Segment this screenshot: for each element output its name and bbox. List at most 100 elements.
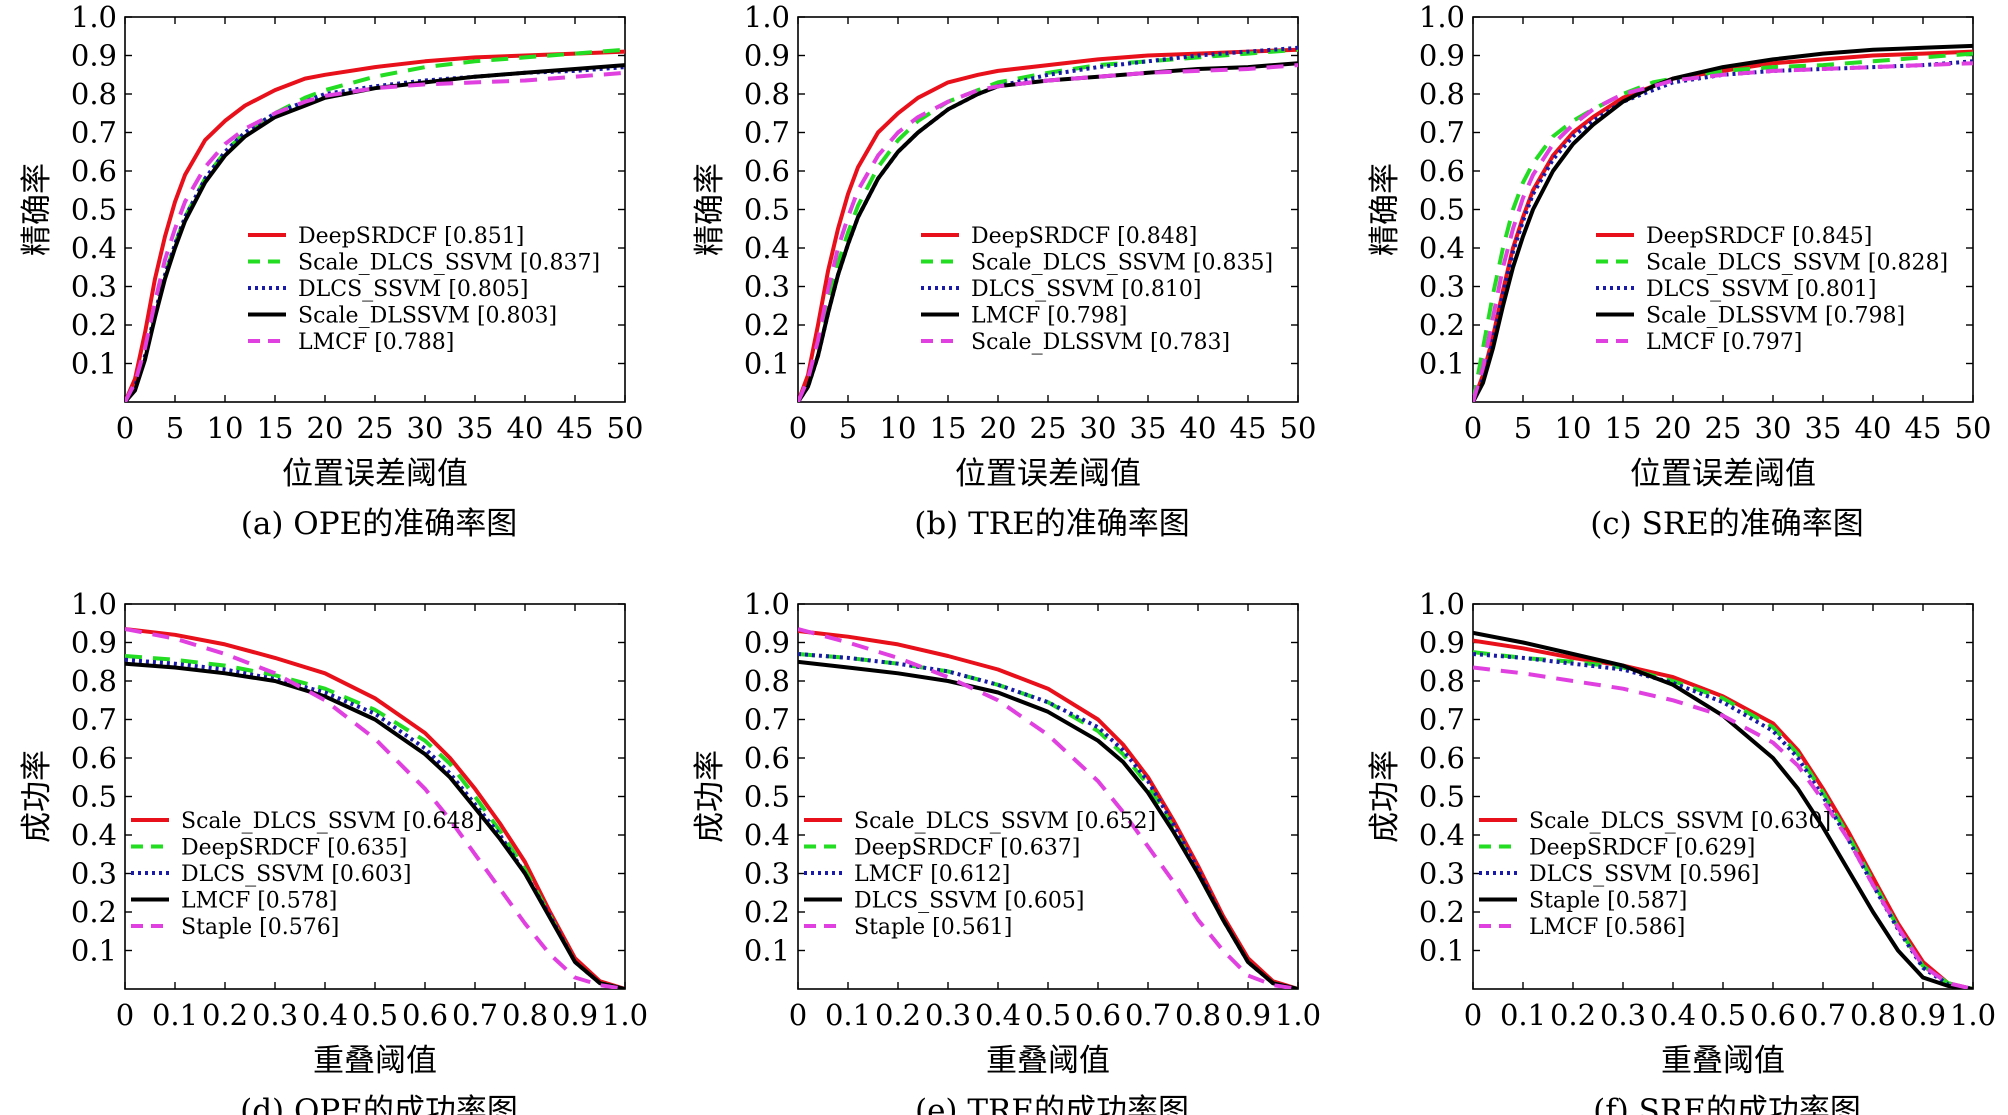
y-tick-label: 0.5 (744, 193, 790, 227)
y-tick-label: 0.8 (1419, 664, 1465, 698)
y-axis-label: 精确率 (692, 163, 728, 256)
y-axis-label: 成功率 (1367, 750, 1403, 843)
x-tick-label: 0.9 (1225, 998, 1271, 1032)
series-line (1473, 652, 1973, 989)
y-tick-label: 0.9 (744, 39, 790, 73)
y-tick-label: 0.3 (744, 857, 790, 891)
y-tick-label: 0.4 (744, 231, 790, 265)
legend-entry: Scale_DLCS_SSVM [0.630] (1529, 809, 1831, 834)
y-tick-label: 0.1 (71, 934, 117, 968)
y-tick-label: 0.7 (71, 703, 117, 737)
x-tick-label: 0 (116, 998, 134, 1032)
x-tick-label: 20 (1655, 411, 1692, 445)
legend: DeepSRDCF [0.848]Scale_DLCS_SSVM [0.835]… (921, 224, 1273, 355)
y-axis-label: 精确率 (19, 163, 55, 256)
x-tick-label: 0.9 (1900, 998, 1946, 1032)
x-tick-label: 0.7 (1125, 998, 1171, 1032)
series-line (798, 63, 1298, 402)
legend-entry: Scale_DLCS_SSVM [0.648] (181, 809, 483, 834)
x-tick-label: 0.7 (1800, 998, 1846, 1032)
x-tick-label: 5 (166, 411, 184, 445)
x-tick-label: 15 (1605, 411, 1642, 445)
x-tick-label: 0.3 (252, 998, 298, 1032)
legend-entry: DLCS_SSVM [0.801] (1646, 277, 1876, 302)
x-tick-label: 0.4 (975, 998, 1021, 1032)
series-group (798, 45, 1298, 402)
x-tick-label: 10 (1555, 411, 1592, 445)
y-tick-label: 0.8 (71, 664, 117, 698)
x-tick-label: 5 (839, 411, 857, 445)
x-tick-label: 0 (116, 411, 134, 445)
y-tick-label: 0.7 (1419, 116, 1465, 150)
x-tick-label: 0 (789, 411, 807, 445)
chart-panel: 0 0.1 0.2 0.3 0.4 0.5 0.6 0.7 0.8 0.9 1.00.10.20.3… (692, 587, 1321, 1115)
y-tick-label: 0.2 (1419, 308, 1465, 342)
y-tick-label: 0.4 (1419, 231, 1465, 265)
x-tick-label: 0.2 (202, 998, 248, 1032)
x-tick-label: 15 (930, 411, 967, 445)
y-tick-label: 0.6 (71, 154, 117, 188)
y-axis-label: 成功率 (692, 750, 728, 843)
x-tick-label: 50 (1280, 411, 1317, 445)
chart-caption: (f) SRE的成功率图 (1593, 1093, 1861, 1115)
legend-entry: Scale_DLCS_SSVM [0.652] (854, 809, 1156, 834)
y-tick-label: 0.2 (744, 308, 790, 342)
y-tick-label: 1.0 (744, 587, 790, 621)
x-tick-label: 0.6 (1750, 998, 1796, 1032)
legend-entry: DeepSRDCF [0.851] (298, 224, 524, 249)
y-tick-label: 0.6 (744, 741, 790, 775)
legend-entry: DeepSRDCF [0.637] (854, 836, 1080, 861)
y-tick-label: 1.0 (71, 587, 117, 621)
series-group (798, 627, 1298, 989)
x-tick-label: 0.3 (1600, 998, 1646, 1032)
plot-frame (797, 603, 1299, 990)
series-line (1473, 49, 1973, 402)
x-tick-label: 0.5 (1025, 998, 1071, 1032)
legend: Scale_DLCS_SSVM [0.652]DeepSRDCF [0.637]… (804, 809, 1156, 940)
y-tick-label: 1.0 (744, 0, 790, 34)
x-tick-label: 0 (1464, 998, 1482, 1032)
y-tick-label: 0.9 (71, 39, 117, 73)
legend-entry: DLCS_SSVM [0.810] (971, 277, 1201, 302)
x-tick-label: 0.2 (875, 998, 921, 1032)
legend-entry: LMCF [0.612] (854, 862, 1010, 887)
chart-caption: (a) OPE的准确率图 (241, 506, 517, 542)
series-line (1473, 51, 1973, 402)
x-tick-label: 15 (257, 411, 294, 445)
x-tick-label: 0.5 (352, 998, 398, 1032)
x-axis-label: 重叠阈值 (313, 1043, 437, 1079)
chart-panel: 0 5 10 15 20 25 30 35 40 45 50 0.1 0.2 0.3 0.4 0.5 0.6 0.… (19, 0, 643, 542)
chart-caption: (d) OPE的成功率图 (240, 1093, 518, 1115)
legend-entry: DeepSRDCF [0.629] (1529, 836, 1755, 861)
y-tick-label: 0.7 (71, 116, 117, 150)
y-tick-label: 0.7 (744, 703, 790, 737)
x-tick-label: 5 (1514, 411, 1532, 445)
legend-entry: Staple [0.561] (854, 915, 1012, 940)
x-axis-label: 重叠阈值 (1661, 1043, 1785, 1079)
series-line (1473, 665, 1973, 989)
y-tick-label: 0.4 (744, 818, 790, 852)
y-tick-label: 0.6 (744, 154, 790, 188)
legend-entry: Scale_DLSSVM [0.798] (1646, 304, 1905, 329)
series-line (798, 47, 1298, 402)
y-tick-label: 0.2 (71, 308, 117, 342)
y-tick-label: 0.8 (71, 77, 117, 111)
legend-entry: DeepSRDCF [0.845] (1646, 224, 1872, 249)
x-tick-label: 35 (1130, 411, 1167, 445)
x-tick-label: 0.2 (1550, 998, 1596, 1032)
x-tick-label: 0.1 (1500, 998, 1546, 1032)
y-tick-label: 0.2 (744, 895, 790, 929)
x-tick-label: 1.0 (1950, 998, 1996, 1032)
legend-entry: LMCF [0.798] (971, 304, 1127, 329)
x-tick-label: 30 (1755, 411, 1792, 445)
chart-panel: 0 0.1 0.2 0.3 0.4 0.5 0.6 0.7 0.8 0.9 1.00.10.20.3… (1367, 587, 1996, 1115)
y-tick-label: 0.5 (71, 780, 117, 814)
y-tick-label: 1.0 (71, 0, 117, 34)
legend: DeepSRDCF [0.845]Scale_DLCS_SSVM [0.828]… (1596, 224, 1948, 355)
y-tick-label: 0.5 (744, 780, 790, 814)
series-line (798, 47, 1298, 402)
series-group (125, 47, 625, 402)
series-line (125, 63, 625, 402)
legend-entry: Scale_DLSSVM [0.803] (298, 304, 557, 329)
chart-caption: (e) TRE的成功率图 (915, 1093, 1189, 1115)
